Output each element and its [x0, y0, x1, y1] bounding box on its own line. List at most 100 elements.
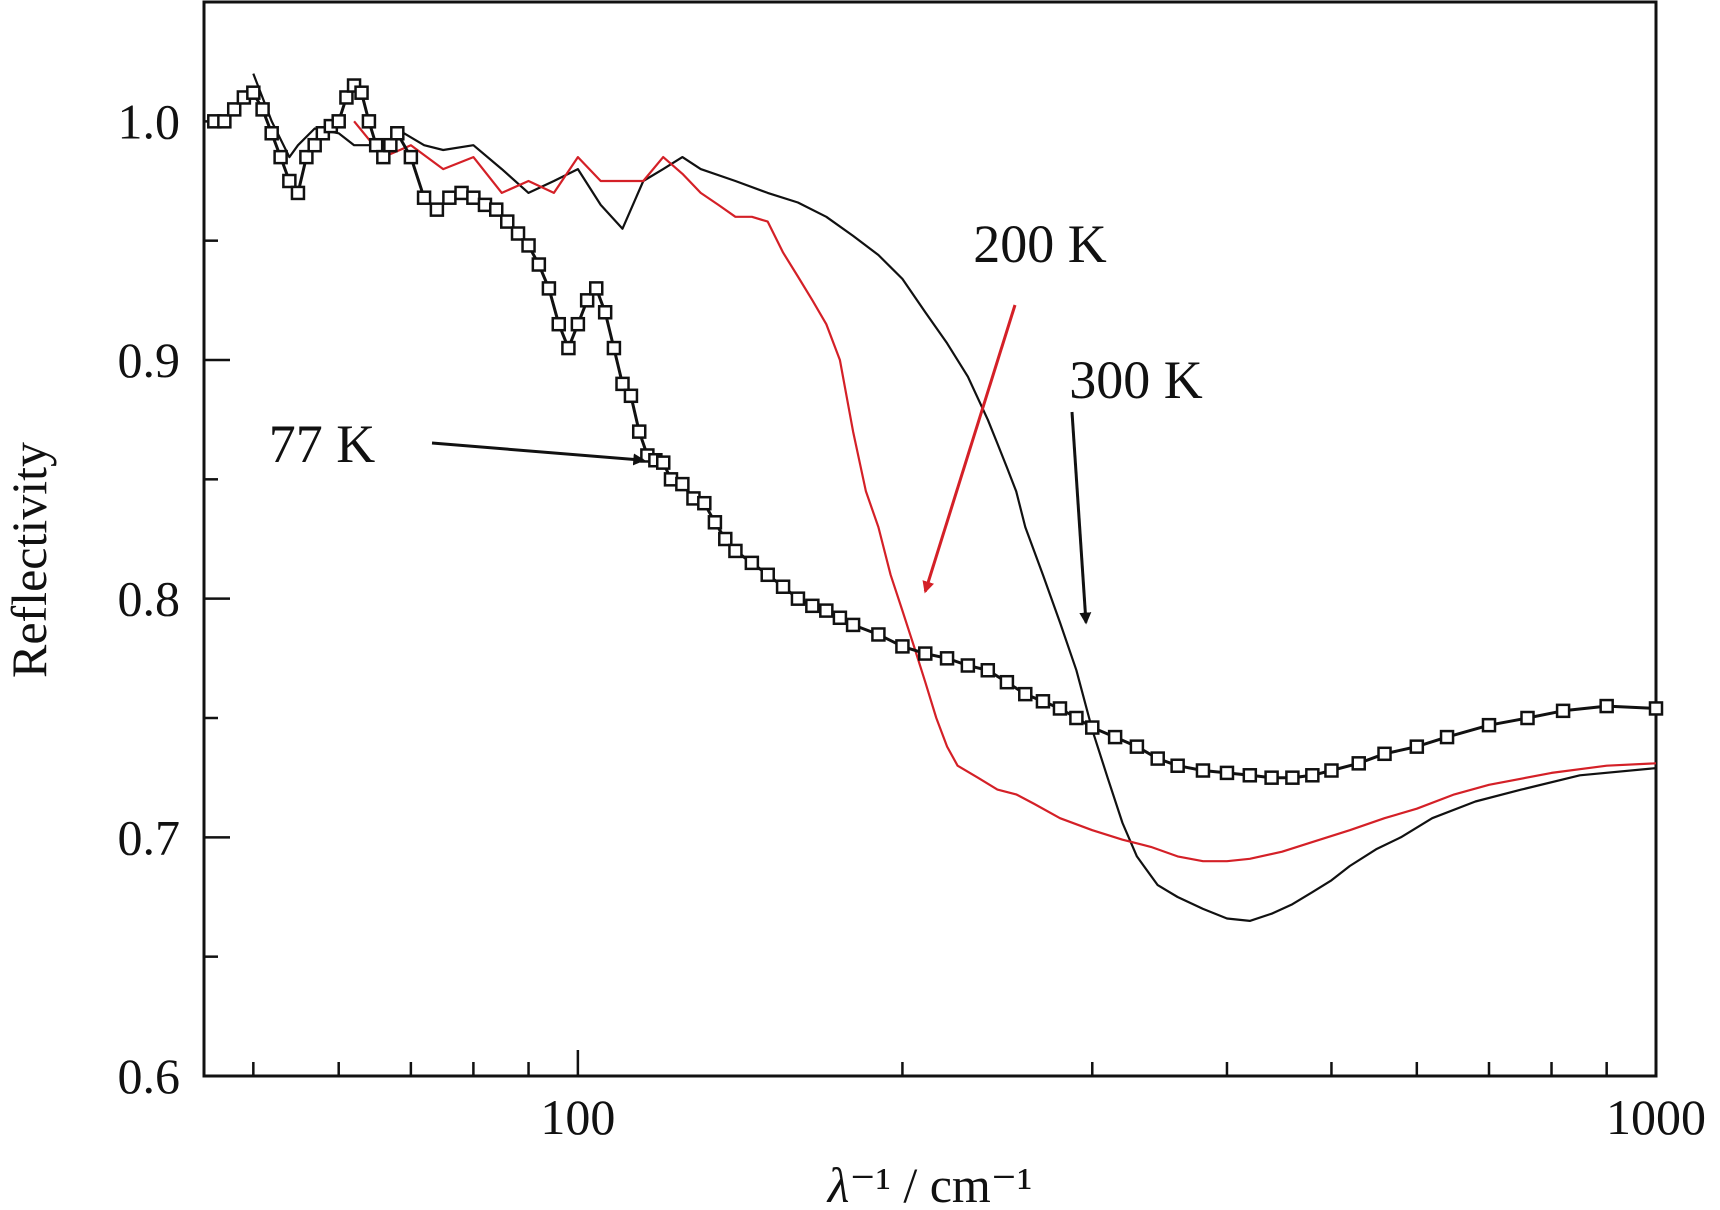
annotation-arrow	[922, 304, 1017, 594]
data-point-marker	[597, 305, 613, 320]
data-point-marker	[1305, 768, 1320, 783]
data-point-marker	[655, 455, 671, 470]
data-point-marker	[488, 202, 504, 217]
data-point-marker	[531, 257, 547, 272]
data-point-marker	[383, 137, 398, 153]
series-line-300-k	[252, 73, 1657, 923]
y-axis-ticks: 0.6 0.7 0.8 0.9 1.0	[118, 93, 230, 1104]
data-point-marker	[1052, 701, 1068, 716]
annotation-label: 200 K	[973, 214, 1107, 274]
data-point-marker	[273, 149, 288, 165]
data-point-marker	[1035, 694, 1051, 709]
data-point-marker	[390, 126, 405, 141]
data-point-marker	[675, 476, 690, 492]
y-tick-label: 0.8	[118, 571, 181, 627]
data-point-marker	[845, 617, 861, 633]
data-point-marker	[255, 102, 270, 117]
data-point-marker	[1351, 756, 1366, 771]
data-point-marker	[728, 543, 743, 559]
data-point-marker	[895, 639, 910, 654]
data-point-marker	[368, 137, 384, 153]
data-point-marker	[1219, 765, 1235, 781]
y-tick-label: 0.9	[118, 332, 181, 388]
data-point-marker	[521, 238, 536, 253]
data-point-marker	[217, 114, 232, 129]
data-point-marker	[1264, 770, 1279, 785]
y-tick-label: 1.0	[118, 93, 181, 149]
data-point-marker	[1409, 739, 1425, 754]
data-point-marker	[361, 114, 377, 129]
x-tick-label: 100	[540, 1089, 615, 1145]
data-point-marker	[561, 340, 576, 356]
data-point-marker	[510, 226, 526, 241]
series-line-200-k	[353, 120, 1657, 863]
annotation-label: 300 K	[1069, 350, 1203, 410]
data-point-marker	[588, 281, 604, 296]
data-point-marker	[1520, 710, 1535, 726]
series-line-77-k	[214, 84, 1657, 780]
data-point-marker	[541, 281, 557, 296]
y-tick-label: 0.6	[118, 1048, 181, 1104]
data-point-marker	[579, 293, 595, 308]
data-point-marker	[500, 214, 515, 229]
data-point-marker	[718, 531, 733, 547]
data-point-marker	[551, 316, 567, 332]
data-point-marker	[980, 663, 996, 678]
data-point-marker	[1085, 720, 1100, 735]
series-layer	[207, 73, 1664, 923]
data-point-marker	[631, 424, 647, 439]
data-point-marker	[775, 579, 791, 594]
data-point-marker	[832, 610, 848, 626]
data-point-marker	[939, 651, 955, 666]
data-point-marker	[805, 598, 820, 614]
data-point-marker	[1069, 710, 1084, 726]
x-tick-label: 1000	[1606, 1089, 1706, 1145]
data-point-marker	[623, 388, 639, 404]
data-point-marker	[1107, 729, 1123, 745]
data-point-marker	[1195, 763, 1211, 778]
data-point-marker	[819, 603, 834, 618]
data-point-marker	[744, 555, 760, 571]
data-point-marker	[999, 674, 1015, 690]
data-point-marker	[1018, 686, 1033, 702]
annotation-label: 77 K	[269, 414, 376, 474]
data-point-marker	[442, 190, 457, 205]
data-point-marker	[466, 190, 481, 205]
x-axis-title-symbol: λ	[826, 1157, 850, 1210]
series-77-k	[207, 78, 1664, 785]
data-point-marker	[1439, 729, 1455, 745]
data-point-marker	[331, 114, 346, 129]
data-point-marker	[615, 376, 630, 392]
data-point-marker	[570, 316, 586, 332]
data-point-marker	[790, 591, 806, 606]
data-point-marker	[226, 102, 242, 117]
data-point-marker	[1242, 768, 1258, 783]
annotation-layer: 77 K 200 K 300 K	[269, 214, 1203, 625]
x-axis-ticks: 100 1000	[252, 1050, 1706, 1145]
data-point-marker	[1648, 701, 1664, 716]
data-point-marker	[1481, 717, 1497, 733]
plot-frame	[202, 0, 1658, 1078]
x-axis-title-units: ⁻¹ / cm⁻¹	[849, 1157, 1032, 1210]
data-point-marker	[454, 185, 469, 201]
data-point-marker	[246, 85, 261, 100]
annotation-arrow	[431, 441, 646, 466]
data-point-marker	[307, 137, 322, 153]
y-tick-label: 0.7	[118, 809, 181, 865]
series-200-k	[353, 120, 1657, 863]
data-point-marker	[282, 173, 297, 189]
data-point-marker	[606, 340, 622, 356]
data-point-marker	[1150, 751, 1165, 766]
data-point-marker	[1170, 758, 1185, 773]
x-axis-title: λ⁻¹ / cm⁻¹	[826, 1157, 1032, 1210]
data-point-marker	[376, 149, 391, 165]
y-axis-title: Reflectivity	[1, 442, 57, 678]
data-point-marker	[1599, 698, 1614, 714]
annotation-300-k: 300 K	[1069, 350, 1203, 625]
data-point-marker	[918, 646, 933, 661]
data-point-marker	[354, 85, 369, 100]
data-point-marker	[299, 149, 314, 165]
data-point-marker	[760, 567, 775, 583]
data-point-marker	[1324, 763, 1339, 778]
